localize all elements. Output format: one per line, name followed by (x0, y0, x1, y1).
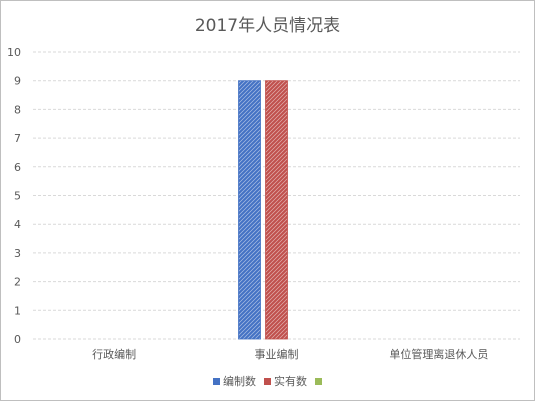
y-tick-label: 7 (14, 132, 21, 145)
bar-1-2 (238, 80, 261, 340)
legend-swatch (213, 377, 220, 385)
y-tick-label: 9 (14, 75, 21, 88)
x-category-label: 事业编制 (255, 347, 299, 361)
bar-2-2 (265, 80, 288, 340)
y-tick-label: 0 (14, 333, 21, 346)
y-tick-label: 1 (14, 304, 21, 317)
legend-item (315, 377, 322, 385)
y-tick-label: 5 (14, 190, 21, 203)
gridlines (33, 51, 520, 340)
x-category-label: 单位管理离退休人员 (389, 347, 488, 361)
y-tick-label: 8 (14, 103, 21, 116)
y-axis-ticks: 0 1 2 3 4 5 6 7 8 9 10 (7, 46, 21, 346)
legend-swatch (315, 377, 322, 385)
legend-label: 编制数 (223, 375, 256, 388)
y-tick-label: 10 (7, 46, 21, 59)
x-axis-ticks: 行政编制 事业编制 单位管理离退休人员 (92, 347, 488, 361)
x-category-label: 行政编制 (92, 347, 136, 361)
legend-swatch (264, 377, 271, 385)
chart-title: 2017年人员情况表 (194, 16, 341, 36)
bars (238, 80, 288, 340)
chart-legend: 编制数 实有数 (1, 373, 534, 389)
y-tick-label: 4 (14, 218, 21, 231)
legend-label: 实有数 (274, 375, 307, 388)
legend-item: 实有数 (264, 373, 307, 389)
y-tick-label: 6 (14, 161, 21, 174)
legend-item: 编制数 (213, 373, 256, 389)
y-tick-label: 2 (14, 276, 21, 289)
y-tick-label: 3 (14, 247, 21, 260)
